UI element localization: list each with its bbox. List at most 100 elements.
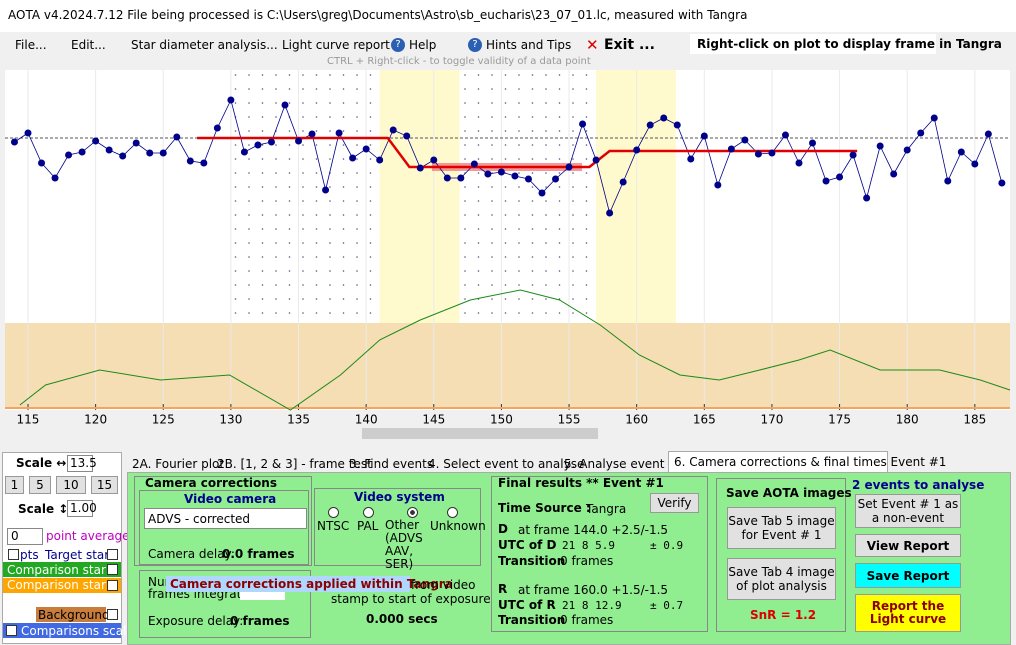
video-system-group: [314, 488, 481, 566]
x-tick-label: 115: [17, 413, 40, 427]
radio[interactable]: [447, 507, 458, 518]
window-title: AOTA v4.2024.7.12 File being processed i…: [8, 8, 748, 22]
scale-h: Scale ↔: [16, 456, 67, 470]
non-event-button[interactable]: Set Event # 1 as a non-event: [855, 494, 961, 528]
results-title: Final results ** Event #1: [498, 476, 664, 490]
scale-h-input[interactable]: 13.5: [67, 455, 97, 472]
x-tick-label: 135: [287, 413, 310, 427]
scale-v-input[interactable]: 1.00: [67, 500, 97, 517]
legend-comp1-bg: [3, 562, 121, 577]
tab-active[interactable]: 6. Camera corrections & final times Even…: [674, 455, 947, 469]
menu-hints[interactable]: Hints and Tips: [486, 38, 572, 52]
data-point: [416, 164, 424, 172]
menu-report[interactable]: Light curve report: [282, 38, 390, 52]
stamp-label: stamp to start of exposure: [331, 592, 491, 606]
checkbox-checked[interactable]: [6, 625, 17, 636]
menu-star[interactable]: Star diameter analysis...: [131, 38, 278, 52]
exposure-delay-label: Exposure delay:: [148, 614, 244, 628]
transition-d-value: 0 frames: [560, 554, 614, 568]
data-point: [619, 178, 627, 186]
video-camera-title: Video camera: [184, 492, 277, 506]
highlight-region: [379, 70, 460, 323]
view-report-button[interactable]: View Report: [855, 534, 961, 557]
utc-d-value: 21 8 5.9: [562, 539, 615, 552]
scale-button[interactable]: 15: [91, 476, 118, 494]
legend-comp1: Comparison star 1: [7, 563, 118, 577]
checkbox[interactable]: [107, 609, 118, 620]
radio-label: PAL: [357, 519, 379, 533]
data-point: [944, 177, 952, 185]
overlay-bg: [166, 576, 410, 592]
x-tick-label: 165: [693, 413, 716, 427]
menu-help[interactable]: Help: [409, 38, 437, 52]
hints-icon: ?: [468, 38, 482, 52]
light-curve-plot[interactable]: 115 120 125 130 135 140 145 150 155 160 165 170 175 1…: [0, 68, 1016, 428]
radio-selected[interactable]: [407, 507, 418, 518]
checkbox-checked[interactable]: [107, 549, 118, 560]
average-select[interactable]: 0: [7, 528, 43, 545]
checkbox[interactable]: [107, 564, 118, 575]
verify-button[interactable]: Verify: [650, 493, 699, 513]
data-point: [917, 129, 925, 137]
events-title: 2 events to analyse: [852, 478, 985, 492]
x-tick-label: 120: [84, 413, 107, 427]
data-point: [470, 160, 478, 168]
data-point: [903, 146, 911, 154]
data-point: [646, 121, 654, 129]
data-point: [78, 148, 86, 156]
report-button[interactable]: Report the Light curve: [855, 594, 961, 632]
radio-label: NTSC: [317, 519, 350, 533]
menu-file[interactable]: File...: [15, 38, 47, 52]
save-tab5-button[interactable]: Save Tab 5 image for Event # 1: [727, 507, 836, 549]
radio[interactable]: [328, 507, 339, 518]
save-report-button[interactable]: Save Report: [855, 563, 961, 588]
overlay-text: Camera corrections applied within Tangra: [170, 577, 453, 591]
model-line: [197, 136, 858, 169]
d-frame: at frame 144.0 +2.5/-1.5: [518, 523, 669, 537]
data-point: [92, 137, 100, 145]
video-camera-group: [139, 490, 309, 565]
x-tick-label: 170: [760, 413, 783, 427]
data-point: [633, 146, 641, 154]
menu-exit[interactable]: Exit ...: [604, 37, 655, 53]
scale-button[interactable]: 10: [56, 476, 86, 494]
tab[interactable]: 2A. Fourier plot: [132, 457, 225, 471]
video-system-title: Video system: [354, 490, 445, 504]
scale-v: Scale ↕: [18, 502, 69, 516]
utc-r-error: ± 0.7: [650, 599, 684, 612]
data-point: [795, 159, 803, 167]
scale-button[interactable]: 1: [5, 476, 24, 494]
integration-group: [139, 570, 311, 638]
comparison-line: [19, 289, 1011, 411]
data-point: [524, 175, 532, 183]
save-title: Save AOTA images: [726, 486, 852, 500]
tab[interactable]: 3. Find events: [349, 457, 434, 471]
data-point: [511, 172, 519, 180]
x-tick-label: 180: [896, 413, 919, 427]
camera-title: Camera corrections: [145, 476, 277, 490]
data-point: [714, 181, 722, 189]
x-tick-label: 175: [828, 413, 851, 427]
camera-select[interactable]: ADVS - corrected: [144, 508, 307, 529]
x-tick-label: 150: [490, 413, 513, 427]
checkbox[interactable]: [107, 580, 118, 591]
data-point: [362, 145, 370, 153]
data-point: [457, 174, 465, 182]
time-source-value: Tangra: [586, 502, 627, 516]
secs-value: 0.000 secs: [366, 612, 438, 626]
tab[interactable]: 5. Analyse event #1: [564, 457, 686, 471]
x-tick-label: 145: [422, 413, 445, 427]
transition-d-label: Transition: [498, 554, 566, 568]
save-tab4-button[interactable]: Save Tab 4 image of plot analysis: [727, 558, 836, 600]
x-tick-label: 185: [963, 413, 986, 427]
checkbox-checked[interactable]: [8, 549, 19, 560]
data-point: [822, 177, 830, 185]
scale-button[interactable]: 5: [29, 476, 51, 494]
menu-edit[interactable]: Edit...: [71, 38, 106, 52]
data-point: [673, 121, 681, 129]
hint: CTRL + Right-click - to toggle validity …: [327, 56, 591, 67]
scroll-thumb[interactable]: [362, 428, 598, 439]
tab[interactable]: 4. Select event to analyse: [428, 457, 585, 471]
radio[interactable]: [363, 507, 374, 518]
tab[interactable]: 2B. [1, 2 & 3] - frame test: [217, 457, 372, 471]
